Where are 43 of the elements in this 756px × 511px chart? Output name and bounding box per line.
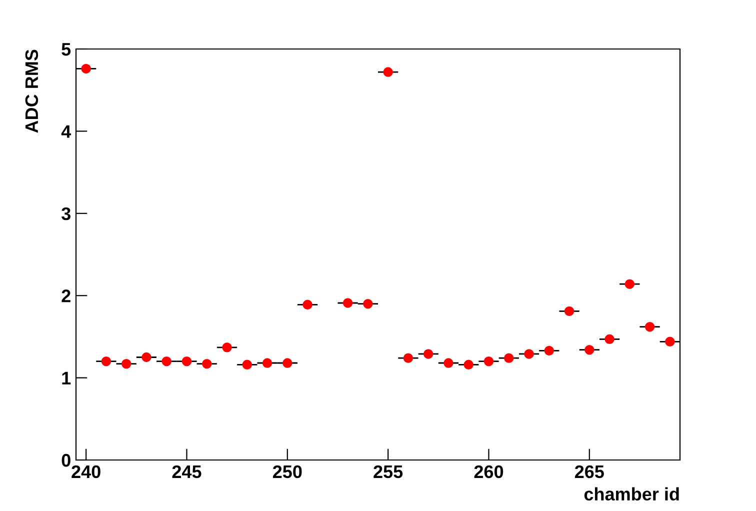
- point: [604, 334, 614, 344]
- point: [162, 356, 172, 366]
- point: [464, 360, 474, 370]
- point: [444, 358, 454, 368]
- y-tick-label: 2: [62, 290, 70, 302]
- x-tick-label: 240: [72, 465, 100, 478]
- x-tick-label: 255: [374, 465, 403, 478]
- y-tick-label: 0: [62, 454, 70, 467]
- point: [182, 356, 192, 366]
- point: [81, 64, 91, 74]
- x-tick-label: 245: [172, 465, 202, 478]
- point: [282, 358, 292, 368]
- point: [262, 358, 272, 368]
- point: [584, 344, 594, 355]
- point: [644, 322, 655, 332]
- y-tick-label: 5: [62, 43, 71, 56]
- point: [242, 360, 252, 370]
- y-tick-label: 3: [62, 207, 70, 220]
- point: [423, 349, 434, 359]
- point: [624, 279, 635, 289]
- point: [383, 67, 393, 77]
- y-tick-label: 1: [62, 372, 71, 384]
- point: [142, 352, 152, 362]
- point: [101, 356, 112, 366]
- x-axis-title: chamber id: [584, 487, 679, 501]
- point: [302, 300, 312, 310]
- x-tick-label: 260: [474, 465, 504, 478]
- point: [403, 353, 414, 363]
- x-tick-label: 250: [272, 465, 302, 478]
- y-tick-label: 4: [61, 125, 72, 138]
- point: [524, 349, 534, 359]
- point: [202, 358, 212, 369]
- point: [484, 356, 494, 366]
- point: [222, 342, 232, 352]
- point: [564, 306, 574, 316]
- point: [544, 346, 554, 356]
- x-tick-label: 265: [574, 465, 604, 478]
- point: [504, 353, 514, 363]
- point: [121, 358, 132, 369]
- point: [342, 298, 353, 308]
- point: [363, 298, 373, 309]
- y-axis-title: ADC RMS: [25, 50, 38, 133]
- point: [665, 336, 675, 346]
